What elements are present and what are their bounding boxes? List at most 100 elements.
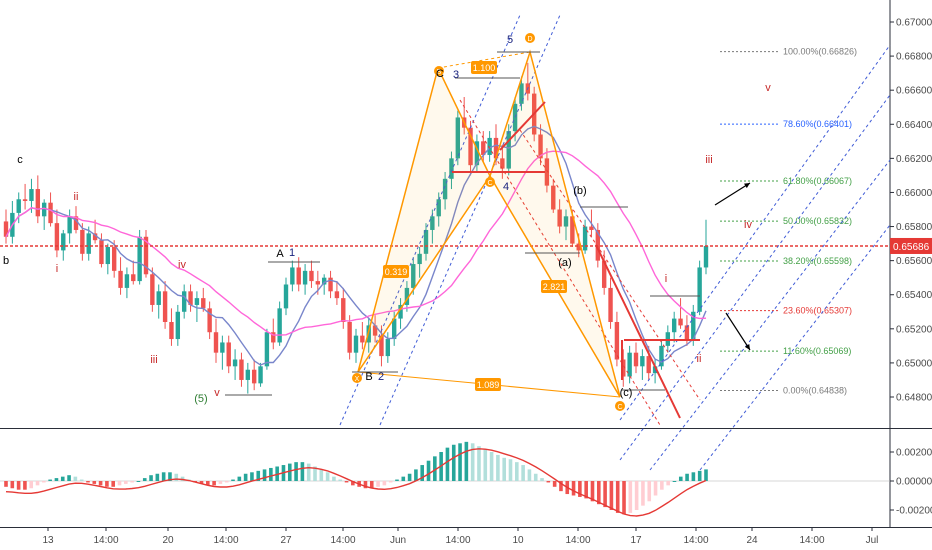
candle-body — [99, 240, 104, 265]
macd-histogram-bar — [111, 481, 116, 487]
macd-histogram-bar — [653, 481, 658, 496]
macd-histogram-bar — [691, 472, 696, 481]
candle-body — [621, 359, 626, 377]
candle-body — [111, 247, 117, 271]
macd-histogram-bar — [313, 466, 317, 481]
harmonic-point-marker — [352, 373, 362, 383]
macd-histogram-bar — [445, 447, 450, 481]
harmonic-point-marker — [615, 401, 625, 411]
candle-body — [417, 253, 422, 265]
macd-histogram-bar — [231, 479, 235, 481]
macd-histogram-bar — [546, 481, 551, 483]
channel-line — [619, 94, 891, 461]
macd-histogram-bar — [382, 481, 387, 486]
candle-body — [582, 226, 588, 251]
wave-label: B — [365, 371, 372, 383]
channel-line — [379, 14, 561, 426]
candle-body — [646, 356, 651, 374]
candle-body — [671, 318, 677, 333]
candle-body — [283, 284, 289, 309]
candle-body — [697, 267, 702, 312]
harmonic-point-label: C — [487, 180, 492, 187]
candle-body — [481, 141, 486, 155]
macd-histogram-bar — [117, 481, 122, 486]
channel-line — [619, 44, 891, 421]
candle-body — [703, 245, 709, 268]
macd-histogram-bar — [660, 481, 664, 490]
candle-body — [35, 189, 41, 217]
fib-level-label: 11.60%(0.65069) — [783, 346, 851, 356]
candle-body — [678, 318, 683, 326]
bullish-arrow-head — [744, 183, 750, 189]
candle-body — [544, 158, 550, 186]
price-tick-label: 0.65400 — [896, 290, 932, 301]
candle-body — [239, 359, 244, 380]
candle-body — [131, 274, 136, 282]
fib-level-label: 23.60%(0.65307) — [783, 306, 852, 316]
candle-body — [296, 267, 301, 285]
macd-histogram-bar — [60, 476, 65, 481]
macd-histogram-bar — [54, 478, 59, 481]
candle-body — [124, 274, 130, 288]
time-tick-label: 14:00 — [799, 535, 824, 546]
candle-body — [315, 281, 321, 285]
wave-label: iii — [705, 154, 712, 166]
macd-histogram-bar — [615, 481, 620, 513]
bearish-arrow-head — [744, 344, 750, 350]
macd-histogram-bar — [622, 481, 626, 515]
candle-body — [150, 274, 155, 305]
wave-label: 2 — [378, 371, 384, 383]
time-tick-label: Jul — [866, 535, 879, 546]
wave-label: iv — [744, 219, 752, 231]
price-tick-label: 0.65000 — [896, 358, 932, 369]
macd-histogram-bar — [351, 481, 355, 486]
candle-body — [181, 291, 187, 312]
macd-histogram-bar — [559, 481, 563, 492]
downtrend-channel-line — [459, 99, 661, 426]
candle-body — [519, 83, 524, 104]
macd-histogram-bar — [483, 449, 488, 481]
wave-label: ii — [697, 353, 702, 365]
candle-body — [73, 216, 79, 230]
price-tick-label: 0.66600 — [896, 86, 932, 97]
candle-body — [277, 308, 282, 343]
candle-body — [3, 221, 9, 237]
macd-histogram-bar — [332, 476, 336, 481]
macd-histogram-bar — [363, 481, 368, 489]
candle-body — [220, 342, 225, 353]
macd-histogram-bar — [306, 463, 311, 481]
macd-histogram-bar — [212, 481, 216, 486]
macd-histogram-bar — [338, 479, 343, 481]
candle-body — [423, 229, 429, 254]
macd-histogram-bar — [596, 481, 601, 505]
time-tick-label: 17 — [630, 535, 642, 546]
candle-body — [341, 298, 346, 322]
macd-histogram-bar — [92, 481, 97, 484]
candle-body — [487, 137, 492, 155]
candle-body — [372, 325, 378, 336]
macd-histogram-bar — [294, 462, 298, 481]
wave-label: (c) — [620, 387, 633, 399]
candle-body — [321, 277, 327, 285]
macd-histogram-bar — [458, 443, 462, 481]
fib-level-label: 50.00%(0.65832) — [783, 216, 852, 226]
candle-body — [162, 291, 168, 322]
wave-label: 1 — [289, 247, 295, 259]
candle-body — [264, 332, 270, 367]
fib-level-label: 100.00%(0.66826) — [783, 47, 857, 57]
candle-body — [500, 158, 505, 169]
candle-body — [589, 226, 594, 230]
harmonic-leg-xbc — [357, 65, 491, 373]
candle-body — [436, 199, 441, 217]
macd-histogram-bar — [634, 481, 639, 510]
harmonic-point-label: B — [437, 69, 442, 76]
moving-average-slow — [5, 150, 707, 336]
macd-histogram-bar — [521, 465, 525, 481]
candle-body — [118, 270, 123, 288]
candle-body — [506, 131, 511, 169]
candle-body — [105, 247, 111, 265]
macd-histogram-bar — [344, 481, 349, 483]
macd-histogram-bar — [35, 481, 40, 486]
